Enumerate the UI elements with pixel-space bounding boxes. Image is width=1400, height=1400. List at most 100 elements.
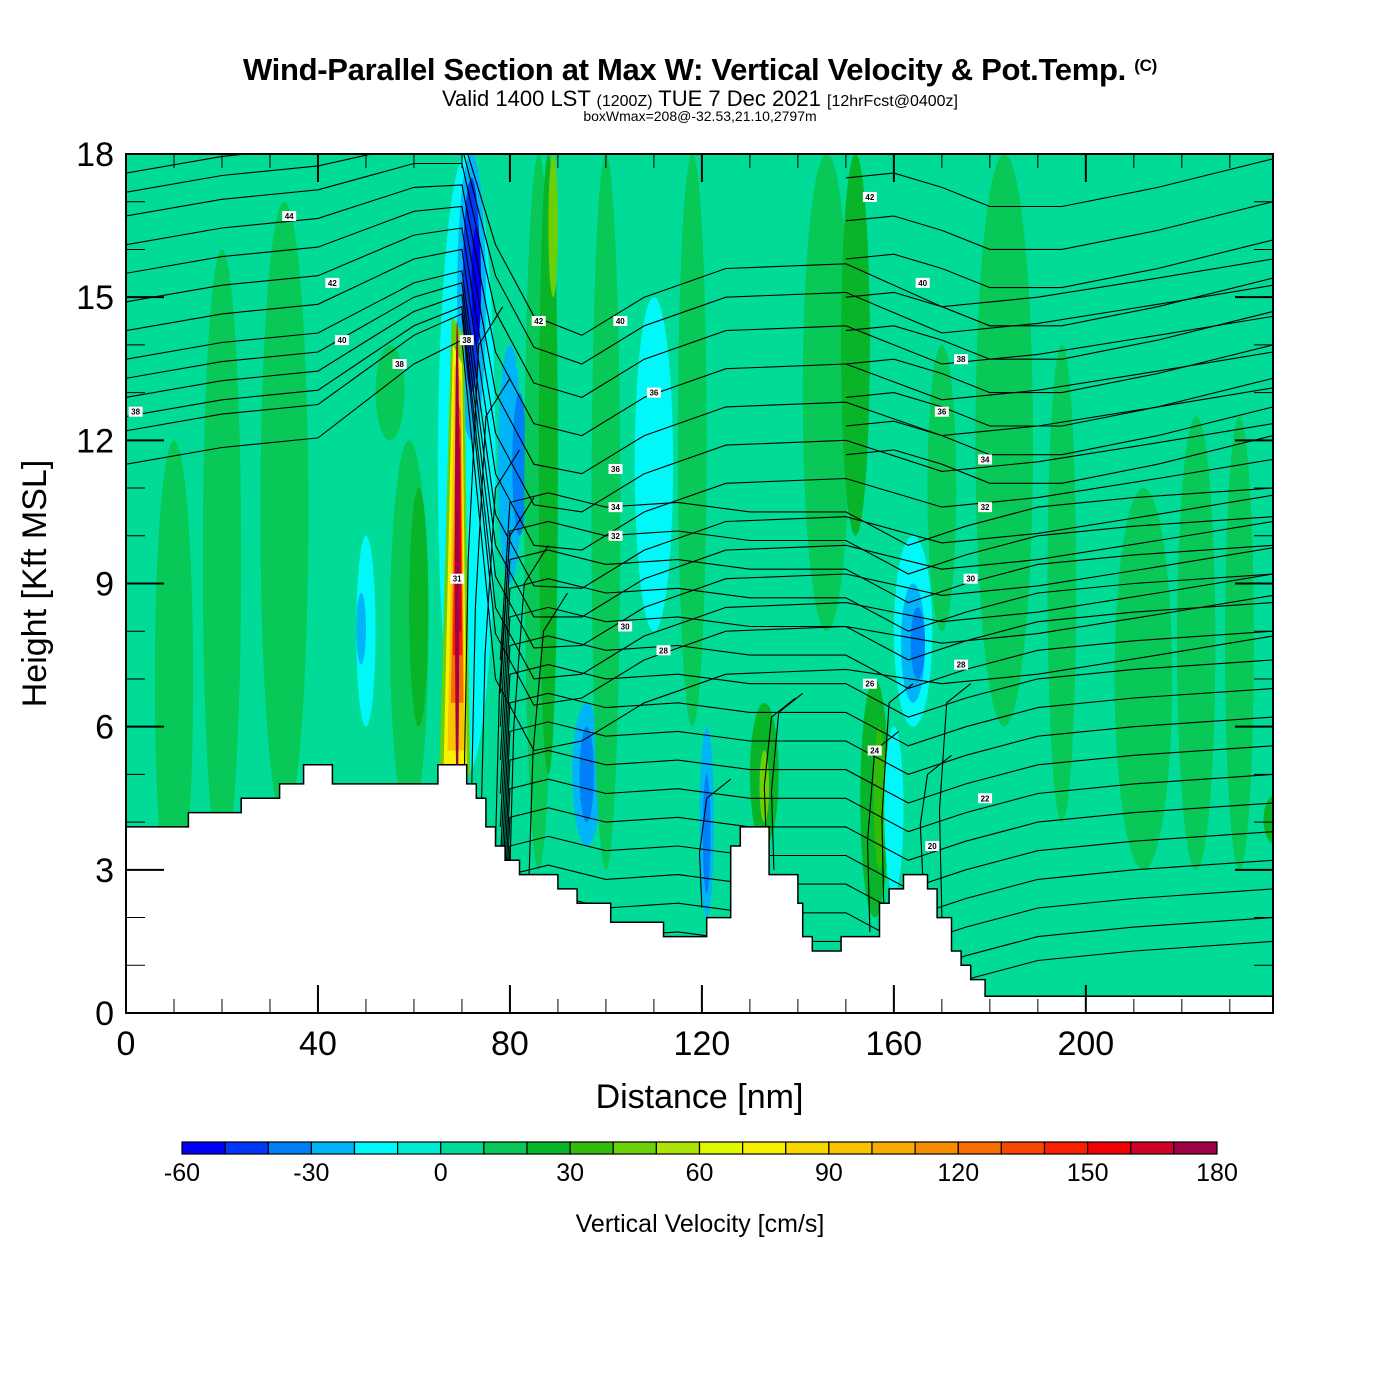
y-tick-label: 12 [76,422,114,460]
contour-label-bg [325,277,340,288]
colorbar-swatch [1130,1141,1175,1155]
velocity-cell [884,726,904,894]
colorbar-tick-label: 90 [815,1159,843,1187]
contour-label-text: 42 [865,193,874,202]
theta-contour-line [480,449,520,823]
velocity-cell [409,488,429,727]
contour-label-text: 34 [981,455,990,464]
theta-contour-line [126,270,1273,589]
contour-label: 26 [862,678,877,689]
contour-label-text: 38 [131,408,140,417]
contour-label-text: 40 [338,336,347,345]
theta-contour-line [500,802,1273,1013]
contour-label-bg [392,358,407,369]
theta-contour-line [499,487,1273,660]
velocity-cell [538,154,558,775]
chart-subtitle: boxWmax=208@-32.53,21.10,2797m [583,108,817,124]
theta-contour-line [845,201,1273,250]
y-tick-label: 0 [95,995,114,1033]
contour-label-bg [618,621,633,632]
contour-label-bg [128,406,143,417]
theta-contour-line [126,294,1273,649]
contour-label-text: 34 [611,503,620,512]
colorbar-swatch [742,1141,787,1155]
colorbar-swatch [483,1141,528,1155]
copyright-mark: (C) [1134,56,1157,75]
theta-contour-line [499,716,1273,928]
colorbar-title: Vertical Velocity [cm/s] [576,1210,825,1238]
contour-label-bg [963,573,978,584]
x-tick-label: 160 [865,1025,922,1063]
velocity-cell [677,154,707,727]
chart-valid-time: Valid 1400 LST (1200Z) TUE 7 Dec 2021 [1… [0,86,1400,112]
theta-contour-line [509,545,549,870]
colorbar-swatch [871,1141,916,1155]
contour-label-bg [915,277,930,288]
theta-contour-line [126,184,1273,437]
contour-label: 36 [608,463,623,474]
theta-contour-line [126,154,1273,336]
y-axis-label: Height [Kft MSL] [16,460,54,708]
contour-labels: 44 42 40 38 38 38 42 40 36 36 34 32 31 30 28 42 40 38 36 34… [128,191,993,851]
theta-contour-line [499,687,1273,894]
contour-label: 42 [862,191,877,202]
theta-contour-line [845,344,1273,394]
valid-utc: (1200Z) [596,93,653,110]
contour-label: 38 [392,358,407,369]
x-tick-label: 40 [299,1025,337,1063]
valid-date: TUE 7 Dec 2021 [658,86,821,111]
contour-label-bg [978,793,993,804]
velocity-cell [512,392,527,536]
colorbar-tick-label: 30 [556,1159,584,1187]
velocity-cell [634,297,674,632]
contour-label-bg [608,502,623,513]
velocity-cell [1225,416,1254,870]
contour-label-bg [954,659,969,670]
colorbar-swatch [612,1141,657,1155]
contour-label-bg [862,678,877,689]
colorbar-swatch [828,1141,873,1155]
contour-label: 42 [531,316,546,327]
velocity-cell [548,154,558,298]
contour-label: 31 [450,573,465,584]
theta-contour-line [126,205,1273,475]
theta-contour-line [126,154,1273,365]
colorbar-swatch [440,1141,485,1155]
velocity-cell [591,154,621,870]
contour-label-bg [862,191,877,202]
velocity-cell [154,440,194,918]
forecast-info: [12hrFcst@0400z] [827,93,958,110]
contour-label: 28 [954,659,969,670]
velocity-cell [910,607,926,679]
contour-label: 22 [978,793,993,804]
contour-label-text: 32 [981,503,990,512]
x-tick-label: 80 [491,1025,529,1063]
theta-contour-line [845,239,1273,289]
colorbar-tick-label: 0 [434,1159,448,1187]
contour-label-text: 32 [611,532,620,541]
colorbar-swatch [957,1141,1002,1155]
terrain-profile [126,764,1273,1013]
contour-label-text: 44 [285,212,294,221]
colorbar-swatch [397,1141,442,1155]
x-axis-label: Distance [nm] [596,1078,804,1116]
theta-contour-line [698,778,732,909]
theta-contour-line [845,377,1273,427]
contour-label-text: 31 [453,575,462,584]
contour-label: 20 [925,840,940,851]
velocity-cell [1047,344,1077,823]
colorbar-swatch [310,1141,356,1155]
colorbar-swatch [785,1141,830,1155]
contour-label: 38 [128,406,143,417]
theta-contour-line [126,162,1273,398]
theta-contour-line [126,248,1273,551]
colorbar-swatch [224,1141,269,1155]
contour-label-text: 20 [928,842,937,851]
contour-label-bg [282,211,297,222]
velocity-cell [1114,488,1173,870]
contour-label-text: 36 [937,408,946,417]
colorbar-tick-label: 150 [1067,1159,1109,1187]
theta-contour-line [499,516,1273,694]
theta-contour-line [770,692,804,870]
